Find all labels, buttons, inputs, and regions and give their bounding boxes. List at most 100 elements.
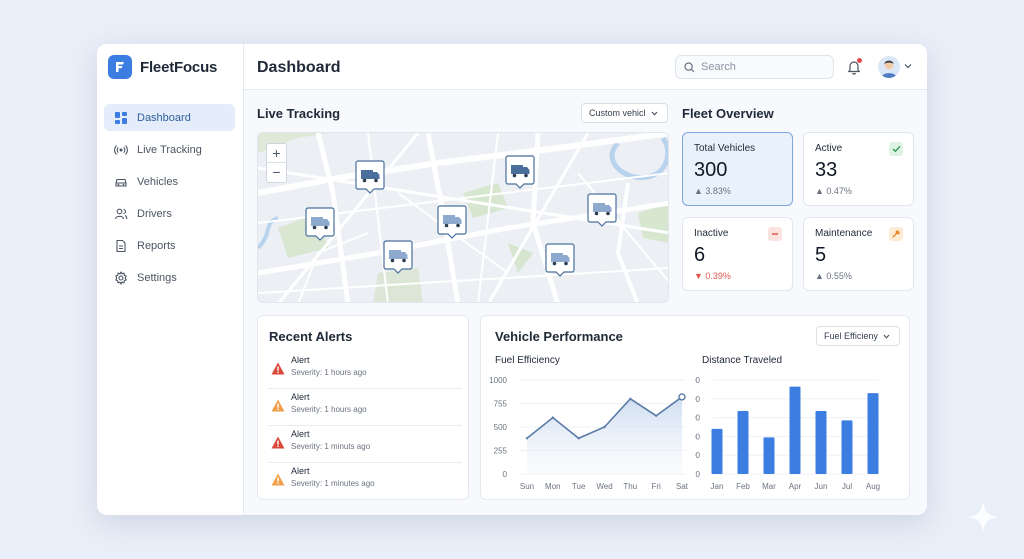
y-tick-label: 500 [695, 376, 701, 385]
truck-marker-icon[interactable] [587, 193, 617, 227]
alert-title: Alert [291, 392, 310, 402]
truck-marker-icon[interactable] [355, 160, 385, 194]
stat-label: Maintenance [815, 228, 873, 239]
zoom-out-button[interactable]: − [272, 164, 281, 180]
x-tick-label: Wed [596, 482, 612, 491]
truck-marker-icon[interactable] [545, 243, 575, 277]
brand[interactable]: FleetFocus [108, 55, 217, 79]
search-input[interactable] [701, 61, 821, 73]
stat-change: ▼ 0.39% [694, 271, 731, 281]
stat-label: Inactive [694, 228, 729, 239]
chevron-down-icon [883, 334, 890, 339]
bar [867, 393, 879, 474]
live-tracking-map[interactable]: + − [257, 132, 669, 303]
bar [711, 428, 723, 474]
alert-item[interactable]: Alert Severity: 1 minuts ago [268, 427, 462, 463]
y-tick-label: 1000 [489, 376, 507, 385]
alert-item[interactable]: Alert Severity: 1 hours ago [268, 390, 462, 426]
notification-dot [857, 58, 862, 63]
sidebar-item-live-tracking[interactable]: Live Tracking [104, 136, 235, 163]
vehicle-select-value: Custom vehicl [589, 108, 646, 118]
page-title: Dashboard [257, 59, 341, 76]
alert-title: Alert [291, 429, 310, 439]
stat-card-inactive[interactable]: Inactive 6 ▼ 0.39% [682, 217, 793, 291]
chevron-down-icon[interactable] [904, 63, 912, 69]
sidebar-item-label: Dashboard [137, 111, 191, 124]
minus-icon [768, 227, 782, 241]
stat-label: Active [815, 143, 843, 154]
distance-traveled-label: Distance Traveled [702, 355, 783, 366]
sidebar-item-label: Reports [137, 239, 176, 252]
sidebar-item-dashboard[interactable]: Dashboard [104, 104, 235, 131]
alert-item[interactable]: Alert Severity: 1 minutes ago [268, 464, 462, 500]
sidebar-nav: Dashboard Live Tracking Vehicles Drivers… [104, 104, 235, 296]
truck-marker-icon[interactable] [437, 205, 467, 239]
alert-severity: Severity: 1 minutes ago [291, 479, 375, 488]
sidebar-item-drivers[interactable]: Drivers [104, 200, 235, 227]
car-icon [115, 178, 127, 187]
stat-value: 5 [815, 244, 827, 266]
vehicle-performance-title: Vehicle Performance [495, 329, 623, 344]
x-tick-label: Mon [545, 482, 561, 491]
sidebar-item-label: Live Tracking [137, 143, 202, 156]
truck-marker-icon[interactable] [505, 155, 535, 189]
alert-severity: Severity: 1 hours ago [291, 405, 367, 414]
warning-icon [271, 399, 285, 412]
stat-value: 33 [815, 159, 838, 181]
sidebar-item-reports[interactable]: Reports [104, 232, 235, 259]
y-tick-label: 500 [494, 423, 508, 432]
stat-card-active[interactable]: Active 33 ▲ 0.47% [803, 132, 914, 206]
bar [763, 437, 775, 474]
metric-select[interactable]: Fuel Efficieny [816, 326, 900, 346]
brand-name: FleetFocus [140, 58, 218, 76]
sparkle-icon [967, 500, 999, 534]
x-tick-label: Jul [842, 482, 852, 491]
y-tick-label: 0 [696, 470, 701, 479]
fuel-efficiency-label: Fuel Efficiency [495, 355, 560, 366]
sidebar: FleetFocus Dashboard Live Tracking Vehic… [97, 44, 244, 515]
wrench-icon [889, 227, 903, 241]
grid-icon [115, 111, 127, 124]
top-bar: Dashboard [244, 44, 927, 90]
truck-marker-icon[interactable] [383, 240, 413, 274]
stat-value: 300 [694, 159, 728, 181]
distance-traveled-chart: 500 400 300 200 100 0 Jan Feb Mar Apr Jun Jul Aug [695, 376, 880, 491]
alert-title: Alert [291, 355, 310, 365]
warning-icon [271, 362, 285, 375]
main-content: Dashboard Live Tracking Custom vehicl [244, 44, 927, 515]
stat-card-maintenance[interactable]: Maintenance 5 ▲ 0.55% [803, 217, 914, 291]
stat-value: 6 [694, 244, 706, 266]
data-point [603, 425, 606, 429]
data-point [577, 437, 580, 440]
search-box[interactable] [675, 55, 834, 79]
truck-marker-icon[interactable] [305, 207, 335, 241]
data-point [525, 437, 529, 440]
alert-item[interactable]: Alert Severity: 1 hours ago [268, 353, 462, 389]
y-tick-label: 755 [494, 400, 508, 409]
alert-severity: Severity: 1 hours ago [291, 368, 367, 377]
sidebar-item-settings[interactable]: Settings [104, 264, 235, 291]
x-tick-label: Feb [736, 482, 750, 491]
stat-change: ▲ 3.83% [694, 186, 731, 196]
y-tick-label: 100 [695, 451, 701, 460]
x-tick-label: Sat [676, 482, 689, 491]
check-icon [889, 142, 903, 156]
bar [841, 420, 853, 474]
stat-card-total-vehicles[interactable]: Total Vehicles 300 ▲ 3.83% [682, 132, 793, 206]
warning-icon [271, 473, 285, 486]
vehicle-performance-card: Vehicle Performance Fuel Efficieny Fuel … [480, 315, 910, 500]
fleet-overview-title: Fleet Overview [682, 106, 774, 121]
sidebar-item-label: Settings [137, 271, 177, 284]
app-window: FleetFocus Dashboard Live Tracking Vehic… [97, 44, 927, 515]
series-area [527, 396, 682, 474]
zoom-controls: + − [266, 143, 287, 183]
x-tick-label: Mar [762, 482, 776, 491]
vehicle-select[interactable]: Custom vehicl [581, 103, 668, 123]
bar [789, 386, 801, 474]
avatar[interactable] [878, 56, 900, 78]
stat-change: ▲ 0.47% [815, 186, 852, 196]
y-tick-label: 300 [695, 414, 701, 423]
zoom-in-button[interactable]: + [267, 144, 286, 163]
bell-icon[interactable] [847, 59, 861, 75]
sidebar-item-vehicles[interactable]: Vehicles [104, 168, 235, 195]
